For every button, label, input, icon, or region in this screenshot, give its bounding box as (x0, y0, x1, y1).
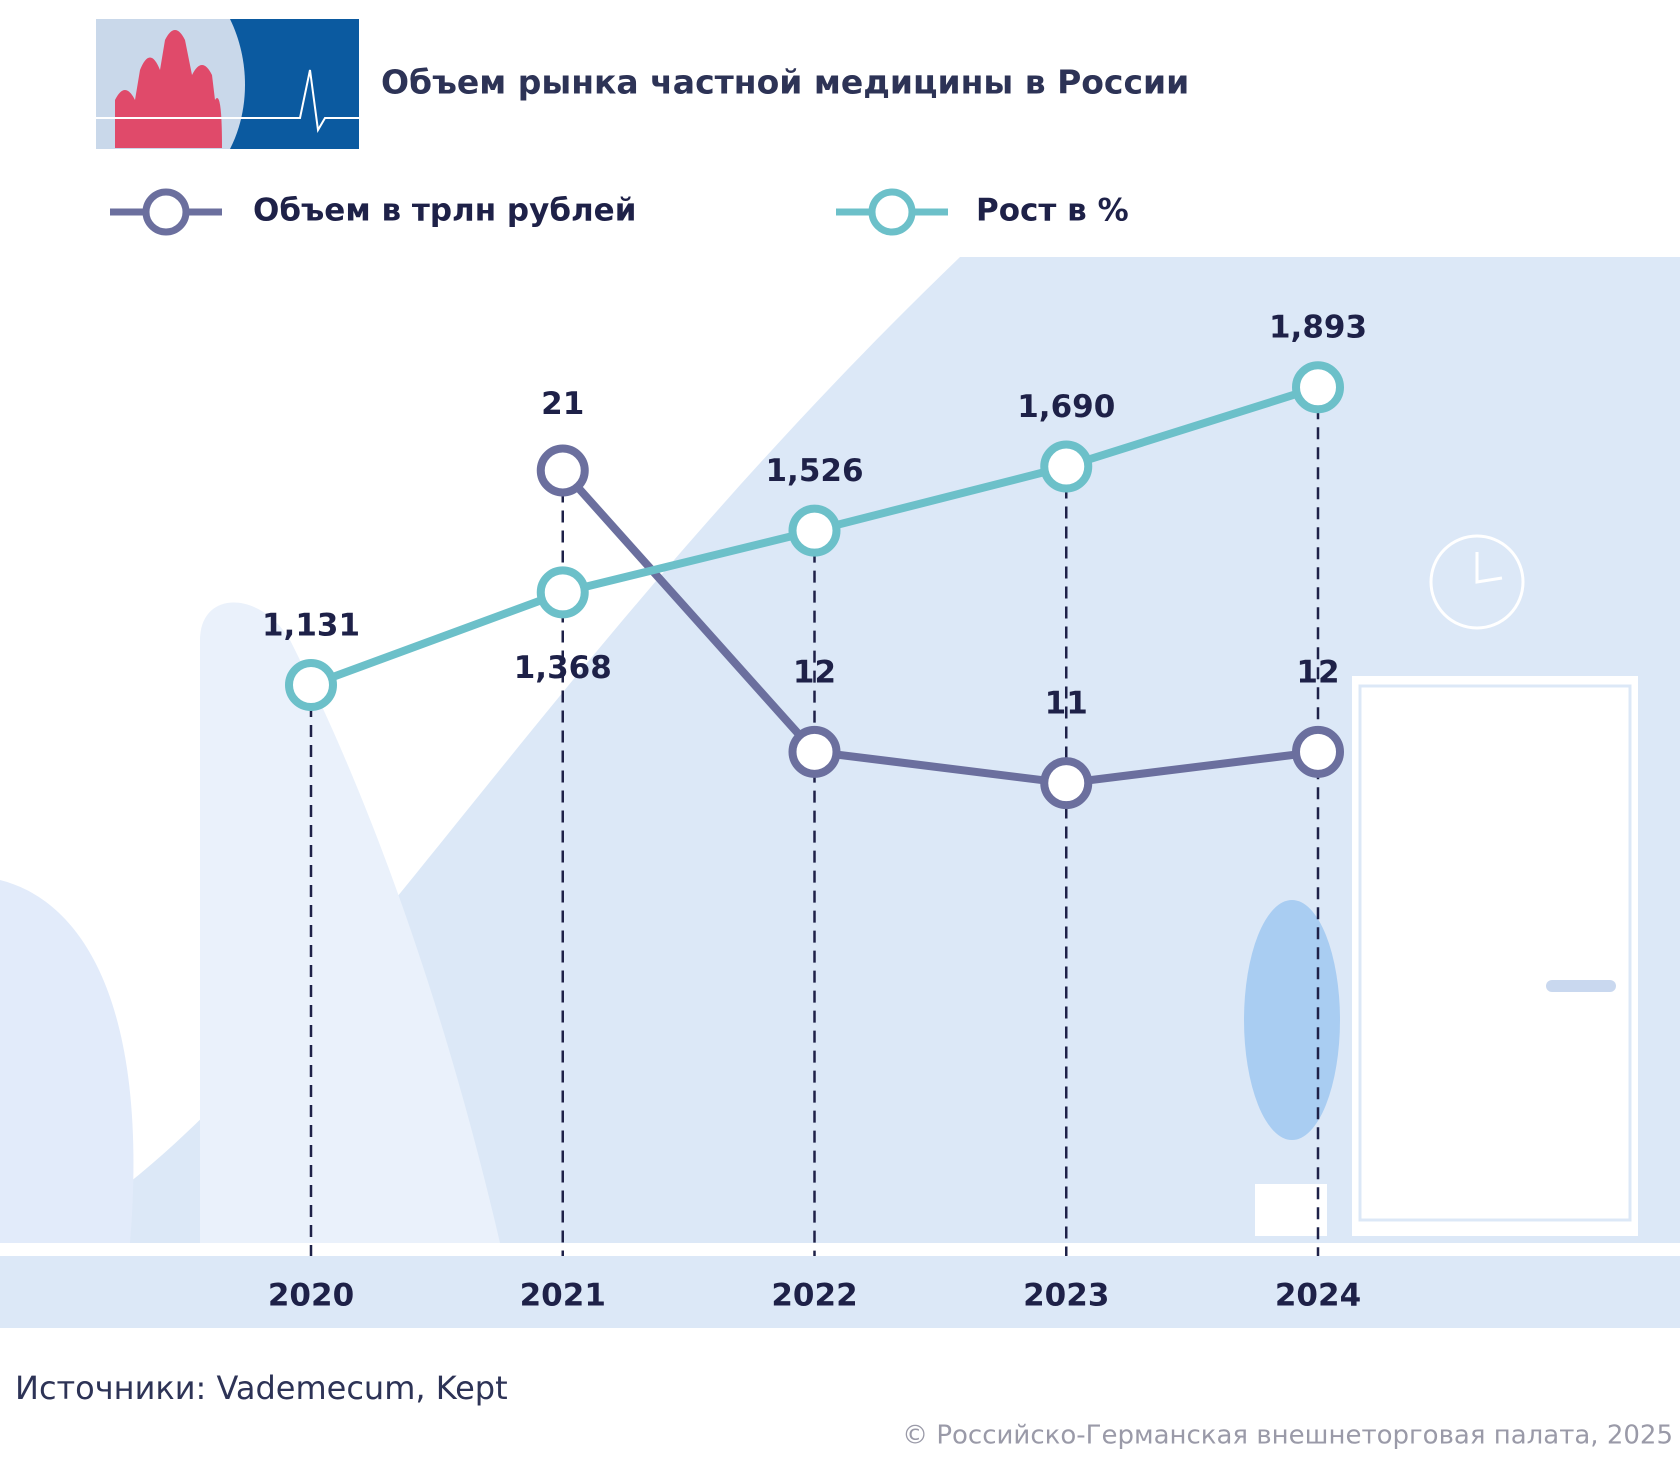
x-band (0, 1256, 1680, 1328)
data-label: 1,368 (514, 650, 612, 686)
x-tick-label: 2021 (520, 1278, 606, 1314)
data-label: 1,893 (1269, 310, 1367, 346)
series-line (559, 467, 1319, 788)
chart-title: Объем рынка частной медицины в России (381, 63, 1189, 102)
data-label: 1,131 (262, 608, 360, 644)
door-frame (1358, 684, 1632, 1222)
point (285, 659, 337, 712)
point (1040, 757, 1093, 810)
point (1292, 725, 1344, 778)
bush (0, 880, 134, 1243)
pot (1255, 1184, 1327, 1236)
point (788, 725, 841, 778)
clock (1429, 534, 1525, 630)
data-label: 1,526 (765, 453, 863, 489)
data-label: 11 (1045, 686, 1088, 722)
x-tick-label: 2020 (268, 1278, 354, 1314)
point (1292, 361, 1344, 414)
point (1040, 440, 1093, 493)
wall-shape (200, 602, 500, 1243)
clock-hands (1475, 552, 1503, 584)
copyright: © Российско-Германская внешнеторговая па… (902, 1421, 1673, 1451)
x-tick-label: 2022 (771, 1278, 857, 1314)
point (536, 566, 589, 619)
x-tick-label: 2024 (1275, 1278, 1361, 1314)
legend-label: Объем в трлн рублей (253, 193, 636, 229)
point (536, 444, 589, 497)
source: Источники: Vademecum, Kept (15, 1369, 508, 1407)
door-handle (1546, 980, 1616, 992)
plant (1244, 900, 1340, 1140)
door (1352, 676, 1638, 1236)
data-label: 12 (793, 654, 836, 690)
legend-label: Рост в % (976, 193, 1129, 229)
legend-marker (142, 188, 190, 236)
data-label: 1,690 (1017, 389, 1115, 425)
logo (96, 69, 359, 134)
x-tick-label: 2023 (1023, 1278, 1109, 1314)
data-label: 21 (541, 386, 584, 422)
point (788, 504, 841, 557)
data-label: 12 (1296, 654, 1339, 690)
legend-marker (868, 188, 916, 236)
